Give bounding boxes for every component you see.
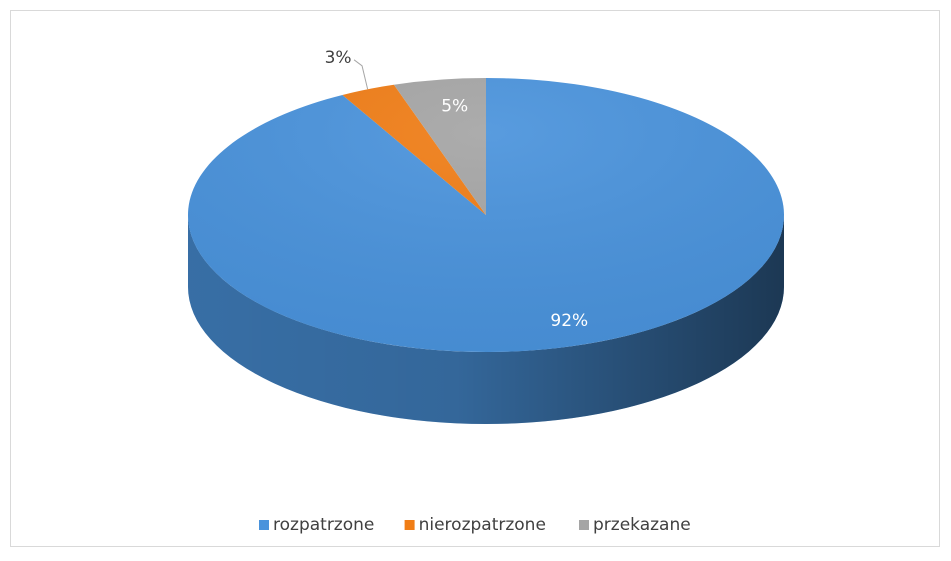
pie-side-shade: [188, 215, 784, 424]
legend-label: przekazane: [593, 515, 691, 535]
data-label: 3%: [325, 48, 352, 68]
legend-label: rozpatrzone: [273, 515, 374, 535]
legend-label: nierozpatrzone: [419, 515, 546, 535]
leader-line: [353, 59, 369, 90]
pie-top-shade: [188, 78, 784, 352]
legend-swatch: [259, 520, 269, 530]
data-label: 5%: [441, 97, 468, 117]
data-label: 92%: [550, 311, 588, 331]
legend-swatch: [404, 520, 415, 530]
legend-swatch: [579, 520, 589, 530]
